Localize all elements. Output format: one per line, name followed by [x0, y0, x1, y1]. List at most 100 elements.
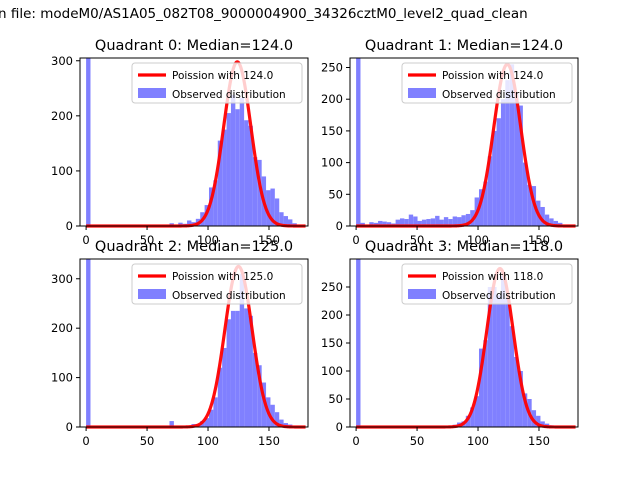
legend-box — [401, 62, 573, 104]
legend-entry-observed: Observed distribution — [442, 290, 556, 302]
histogram-bar — [518, 371, 523, 427]
x-tick-label: 50 — [410, 434, 425, 448]
histogram-bar — [169, 421, 174, 427]
histogram-bar — [500, 275, 506, 427]
axes-title: Quadrant 0: Median=124.0 — [95, 38, 293, 54]
legend: Poission with 118.0 Observed distribution — [401, 263, 573, 305]
legend-box — [401, 263, 573, 305]
histogram-bar — [430, 218, 436, 226]
subplot-quadrant-0: 0 50 100 150 0 100 200 300 Quadrant 0: Median=12… — [51, 38, 309, 247]
histogram-bar — [208, 409, 214, 427]
histogram-bar — [270, 188, 275, 226]
y-tick-label: 100 — [321, 364, 343, 378]
histogram-bar — [553, 220, 559, 226]
axes-title: Quadrant 1: Median=124.0 — [365, 38, 563, 54]
histogram-bar — [492, 287, 497, 427]
x-tick-label: 50 — [410, 233, 425, 247]
histogram-bar — [404, 219, 409, 226]
histogram-bar — [465, 213, 471, 226]
legend-entry-poisson: Poission with 124.0 — [442, 70, 543, 82]
histogram-bar — [457, 217, 462, 226]
histogram-bar — [283, 216, 289, 226]
histogram-bar — [487, 287, 493, 427]
histogram-bar — [509, 326, 515, 427]
x-tick-label: 0 — [352, 434, 359, 448]
histogram-bar — [274, 198, 280, 226]
histogram-bar — [261, 382, 267, 427]
legend-entry-observed: Observed distribution — [172, 290, 286, 302]
histogram-bar — [470, 407, 475, 427]
histogram-bar — [279, 419, 284, 427]
histogram-bar — [500, 99, 506, 226]
histogram-bar — [235, 310, 240, 427]
x-tick-label: 100 — [197, 434, 219, 448]
legend-bar-swatch — [138, 88, 166, 98]
axes-frame — [79, 57, 309, 227]
histogram-bar — [509, 64, 515, 226]
legend: Poission with 124.0 Observed distribution — [401, 62, 573, 104]
histogram-bar — [496, 295, 501, 427]
legend-box — [131, 62, 303, 104]
histogram-bar — [86, 58, 91, 226]
histogram-bar — [86, 259, 91, 427]
axes-frame — [349, 57, 579, 227]
histogram-bar — [279, 212, 284, 226]
y-tick-label: 200 — [321, 92, 343, 106]
histogram-bar — [386, 222, 392, 226]
x-tick-label: 150 — [258, 233, 280, 247]
histogram-bar — [540, 206, 545, 226]
histogram-bar — [399, 218, 405, 226]
histogram-bar — [435, 215, 440, 226]
histogram-bar — [536, 415, 541, 427]
histogram-bar — [408, 214, 414, 226]
histogram-bar — [217, 367, 223, 427]
histogram-bar — [226, 319, 231, 427]
histogram-bar — [478, 189, 484, 226]
histogram-bar — [413, 216, 418, 226]
histogram-bar — [496, 118, 501, 226]
histogram-bar — [248, 125, 253, 226]
histogram-bar — [452, 216, 458, 226]
histogram-bar — [217, 140, 223, 226]
histogram-bar — [378, 220, 383, 226]
histogram-bar — [417, 220, 422, 226]
histogram-bar — [208, 187, 214, 226]
histogram-bar — [474, 396, 479, 427]
histogram-bar — [270, 404, 275, 427]
histogram-bar — [395, 219, 400, 226]
x-tick-label: 100 — [197, 233, 219, 247]
y-tick-label: 300 — [51, 54, 73, 68]
y-tick-label: 250 — [321, 280, 343, 294]
histogram-bar — [213, 180, 218, 226]
histogram-bar — [421, 219, 427, 226]
histogram-bar — [514, 357, 519, 427]
histogram-bar — [257, 365, 262, 427]
legend-entry-poisson: Poission with 124.0 — [172, 70, 273, 82]
x-tick-label: 0 — [82, 233, 89, 247]
y-tick-label: 0 — [336, 219, 343, 233]
y-tick-label: 200 — [321, 308, 343, 322]
y-tick-label: 300 — [51, 272, 73, 286]
histogram-bar — [483, 181, 488, 226]
histogram-bar — [213, 397, 218, 427]
histogram-bar — [235, 109, 240, 226]
histogram-bar — [239, 273, 245, 427]
histogram-bar — [439, 219, 444, 226]
y-tick-label: 200 — [51, 321, 73, 335]
y-tick-label: 200 — [51, 109, 73, 123]
histogram-bar — [230, 94, 236, 227]
histogram-bar — [518, 105, 523, 226]
histogram-bar — [187, 220, 192, 226]
histogram-bar — [222, 129, 227, 226]
y-tick-label: 100 — [51, 371, 73, 385]
legend-bar-swatch — [408, 289, 436, 299]
y-tick-label: 0 — [66, 219, 73, 233]
legend-box — [131, 263, 303, 305]
histogram-bar — [505, 80, 510, 226]
histogram-bar — [540, 421, 545, 427]
histogram-bar — [544, 214, 550, 226]
histogram-bar — [356, 259, 361, 427]
histogram-bar — [222, 347, 227, 427]
legend: Poission with 124.0 Observed distribution — [131, 62, 303, 104]
